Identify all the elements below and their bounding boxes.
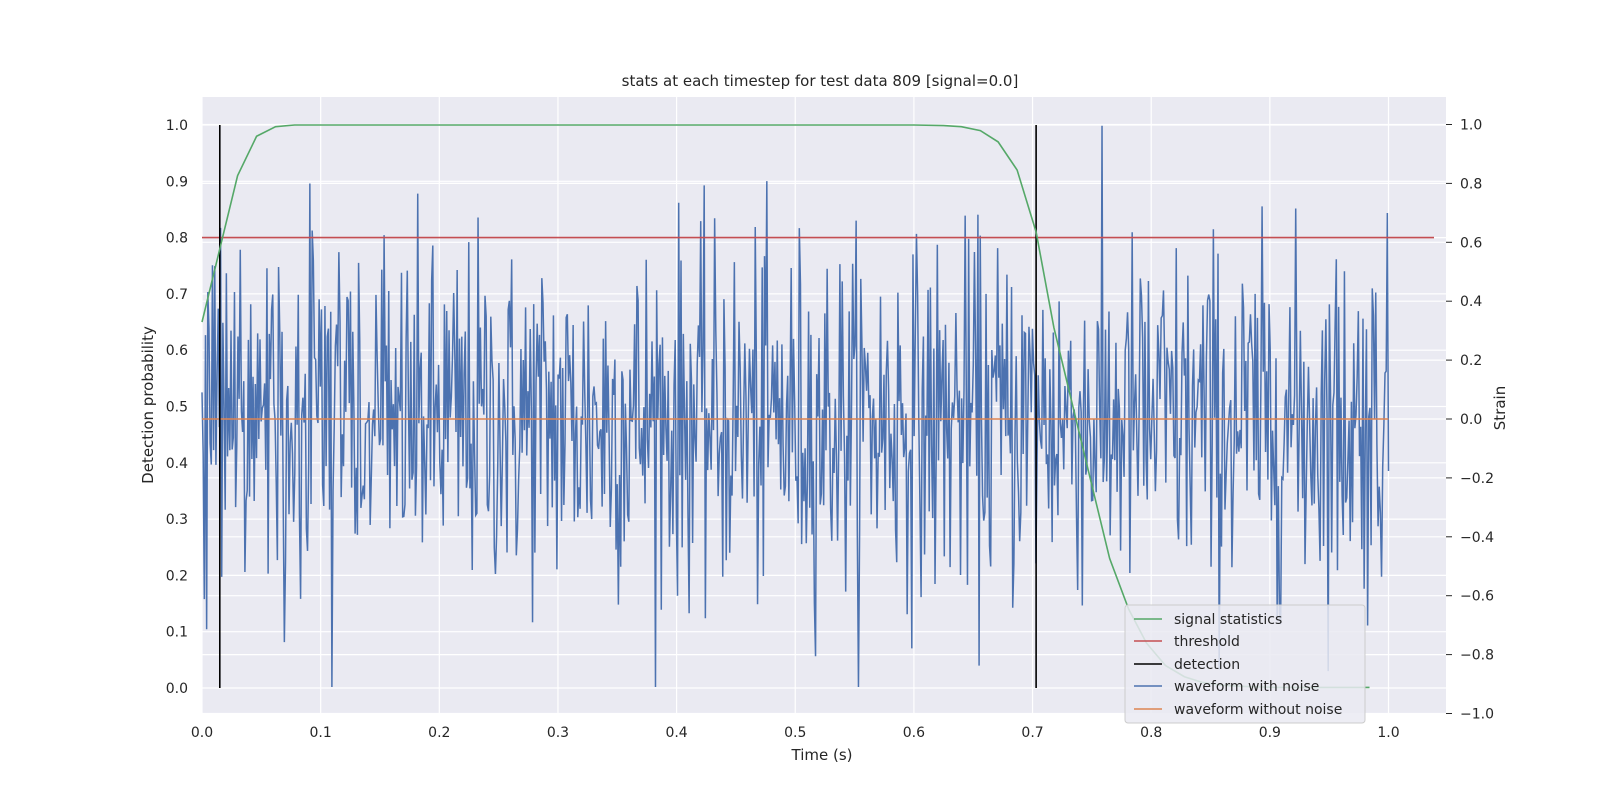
y2-tick-label: 0.2 <box>1460 353 1482 369</box>
y-tick-label: 0.4 <box>166 456 188 472</box>
y2-tick-label: −0.2 <box>1460 471 1494 487</box>
legend-label-clean: waveform without noise <box>1174 702 1342 718</box>
x-tick-label: 0.1 <box>310 725 332 741</box>
legend-label-noisy: waveform with noise <box>1174 679 1319 695</box>
legend-box <box>1124 604 1366 724</box>
x-tick-label: 0.9 <box>1259 725 1281 741</box>
series-waveform-with-noise <box>201 125 1390 688</box>
x-tick-label: 0.4 <box>665 725 687 741</box>
x-tick-label: 0.3 <box>547 725 569 741</box>
y2-tick-label: −0.8 <box>1460 648 1494 664</box>
y2-tick-label: −0.4 <box>1460 530 1494 546</box>
y2-tick-label: 0.6 <box>1460 235 1482 251</box>
y-tick-label: 0.6 <box>166 343 188 359</box>
y2-tick-label: 0.4 <box>1460 294 1482 310</box>
x-tick-label: 1.0 <box>1377 725 1399 741</box>
chart-title: stats at each timestep for test data 809… <box>622 72 1019 90</box>
y-tick-label: 1.0 <box>166 118 188 134</box>
legend-label-detection: detection <box>1174 657 1240 673</box>
legend-label-threshold: threshold <box>1174 634 1240 650</box>
x-axis-label: Time (s) <box>791 746 853 764</box>
y-tick-label: 0.7 <box>166 287 188 303</box>
y-tick-label: 0.1 <box>166 625 188 641</box>
y2-tick-label: −1.0 <box>1460 707 1494 723</box>
x-tick-label: 0.0 <box>191 725 213 741</box>
y2-tick-label: −0.6 <box>1460 589 1494 605</box>
y-tick-label: 0.0 <box>166 681 188 697</box>
y-axis-label: Detection probability <box>139 326 157 484</box>
y-tick-label: 0.2 <box>166 568 188 584</box>
y-tick-label: 0.9 <box>166 174 188 190</box>
x-tick-label: 0.2 <box>428 725 450 741</box>
y-tick-label: 0.3 <box>166 512 188 528</box>
y2-tick-label: 1.0 <box>1460 118 1482 134</box>
y-axis-ticks: 0.0 0.1 0.2 0.3 0.4 0.5 0.6 0.7 0.8 0.9 1.0 <box>166 118 188 697</box>
x-tick-label: 0.6 <box>903 725 925 741</box>
y2-axis-label: Strain <box>1491 386 1509 430</box>
x-tick-label: 0.7 <box>1021 725 1043 741</box>
x-tick-label: 0.5 <box>784 725 806 741</box>
y-tick-label: 0.8 <box>166 231 188 247</box>
y2-tick-label: 0.8 <box>1460 176 1482 192</box>
y2-tick-label: 0.0 <box>1460 412 1482 428</box>
y-tick-label: 0.5 <box>166 400 188 416</box>
x-axis-ticks: 0.0 0.1 0.2 0.3 0.4 0.5 0.6 0.7 0.8 0.9 1.0 <box>191 725 1400 741</box>
y2-axis-ticks: −1.0 −0.8 −0.6 −0.4 −0.2 0.0 0.2 0.4 0.6 0.8 1.0 <box>1446 118 1494 723</box>
legend-label-signal: signal statistics <box>1174 612 1282 628</box>
legend: signal statistics threshold detection wa… <box>1124 604 1366 724</box>
x-tick-label: 0.8 <box>1140 725 1162 741</box>
